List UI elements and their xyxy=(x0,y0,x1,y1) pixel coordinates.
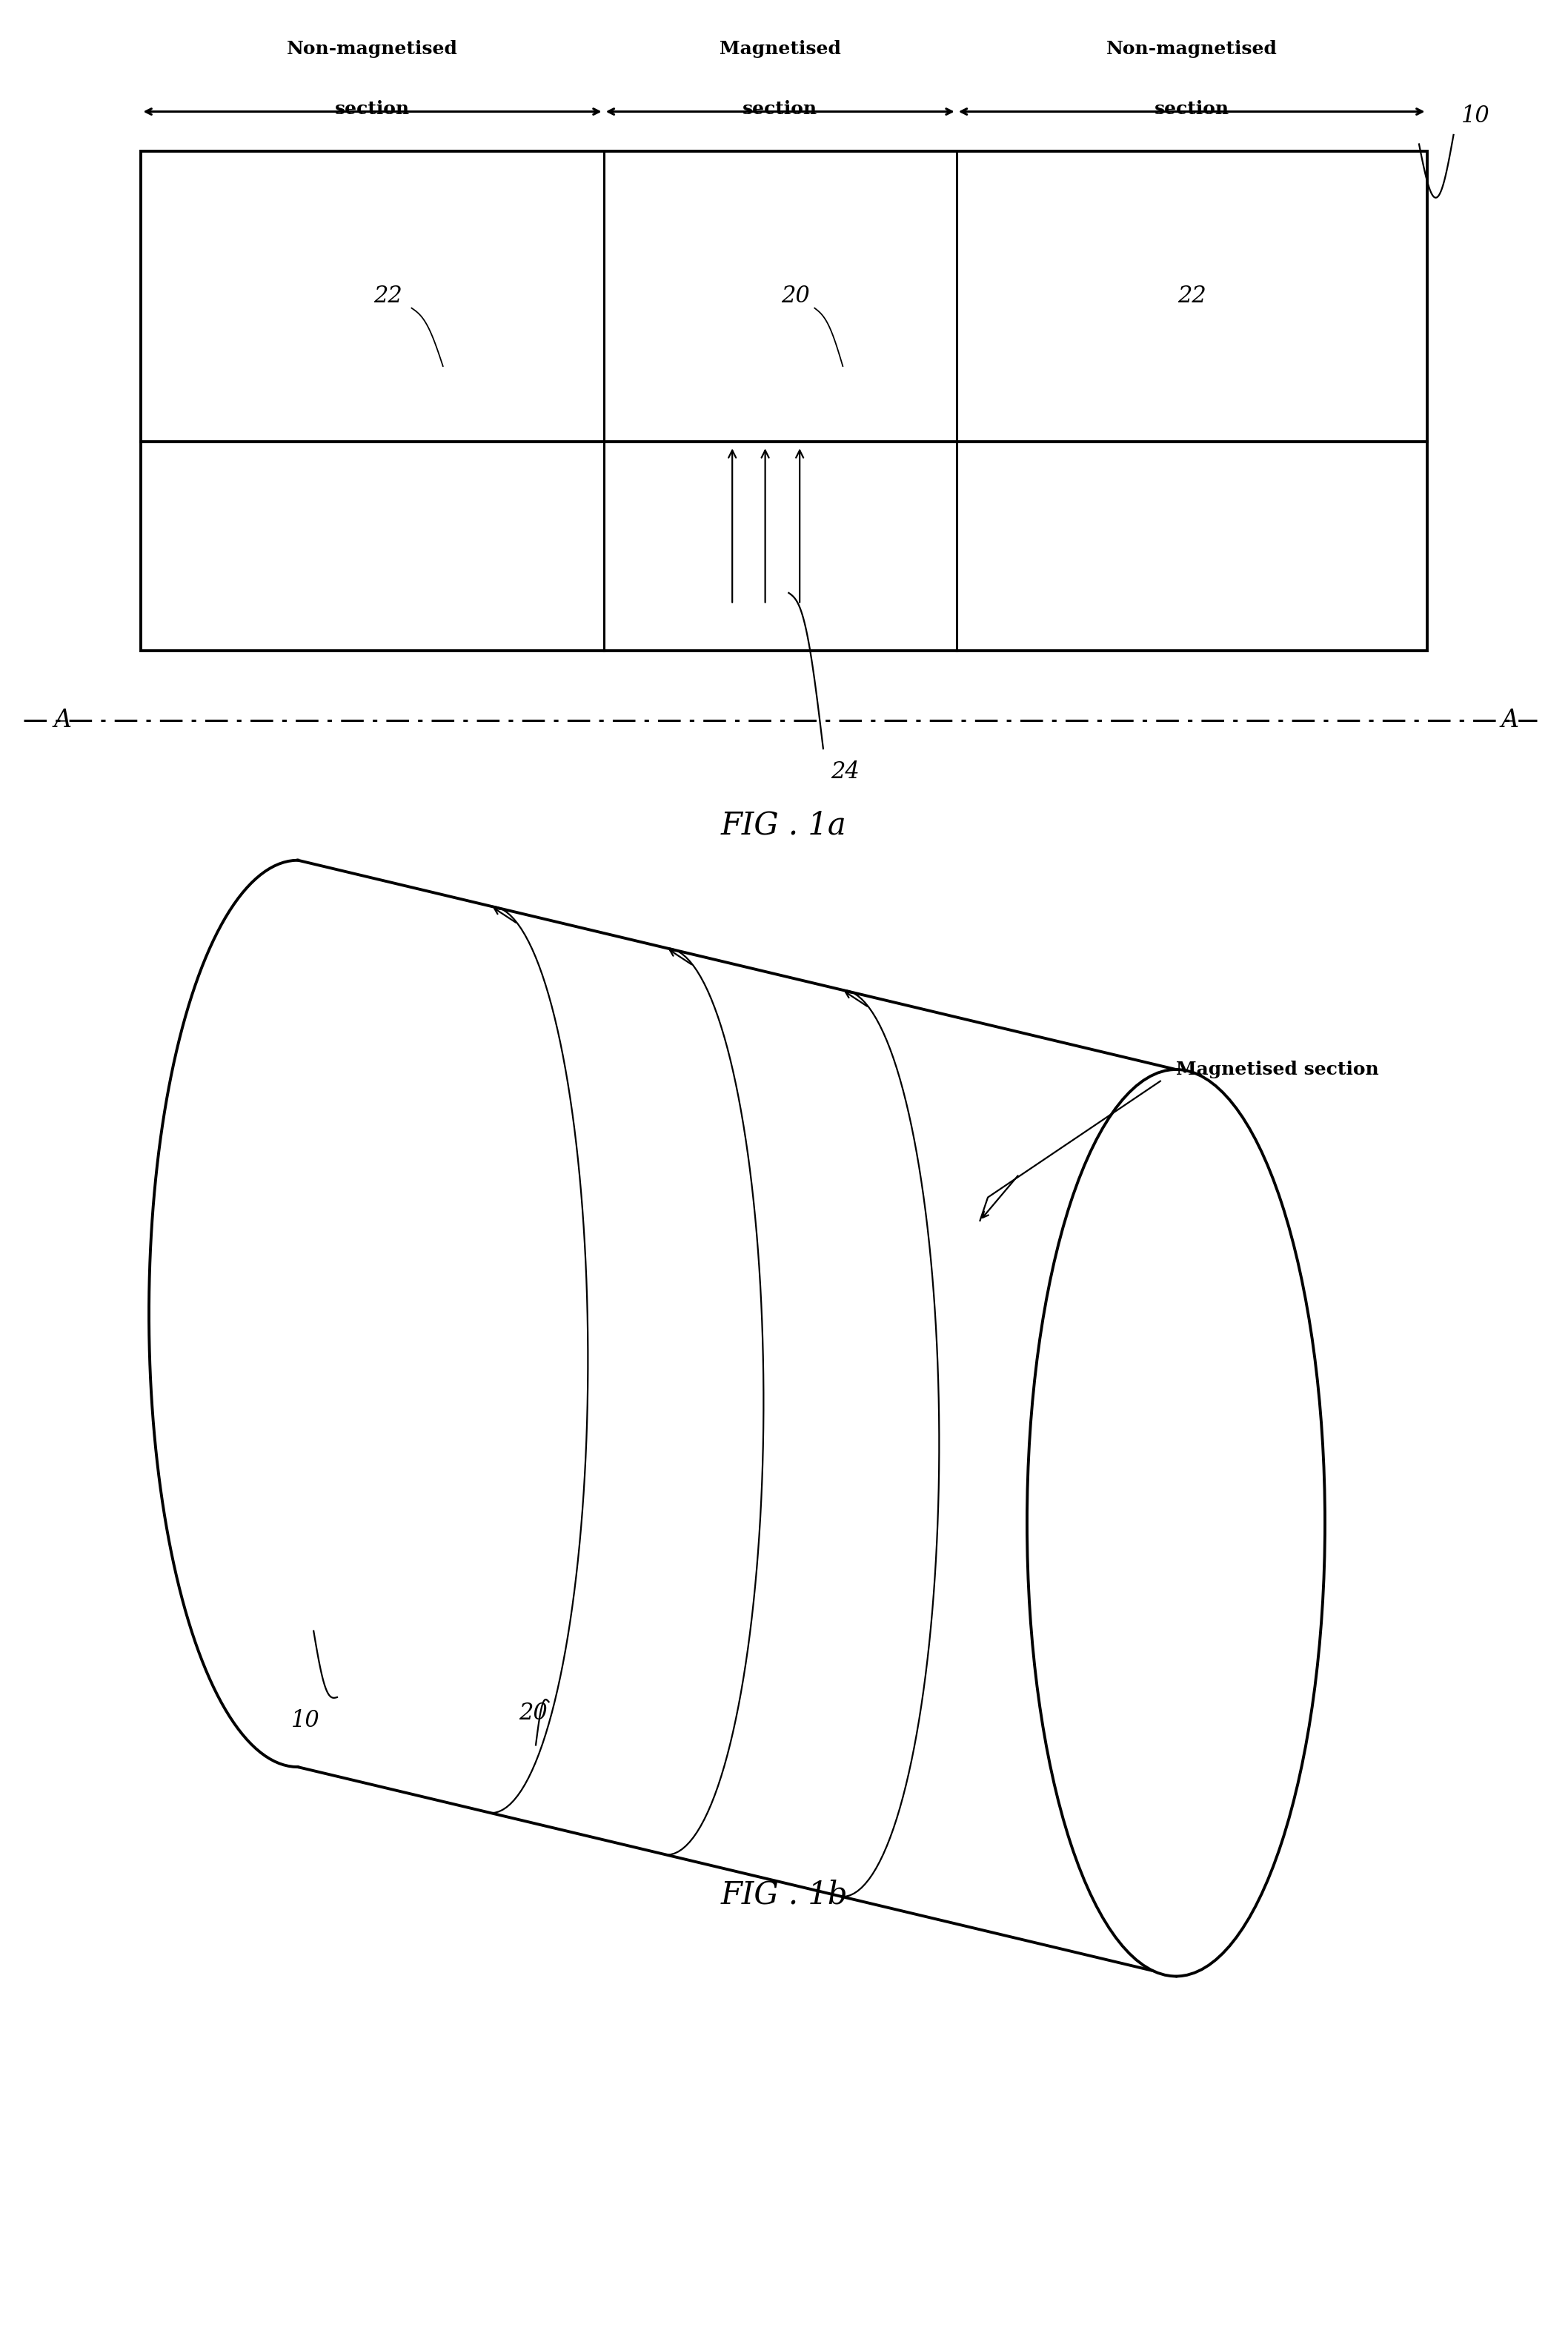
Text: 10: 10 xyxy=(292,1709,320,1732)
Text: 22: 22 xyxy=(373,286,403,307)
Text: section: section xyxy=(1154,100,1229,119)
Text: section: section xyxy=(336,100,409,119)
Text: 10: 10 xyxy=(1461,105,1490,128)
Text: Non-magnetised: Non-magnetised xyxy=(1105,40,1278,58)
Text: Magnetised section: Magnetised section xyxy=(1176,1060,1378,1079)
Text: Magnetised: Magnetised xyxy=(720,40,840,58)
Text: section: section xyxy=(743,100,817,119)
Bar xyxy=(141,442,1427,651)
Text: FIG . 1b: FIG . 1b xyxy=(720,1879,848,1911)
Text: Non-magnetised: Non-magnetised xyxy=(287,40,458,58)
Text: 20: 20 xyxy=(519,1702,547,1725)
Text: FIG . 1a: FIG . 1a xyxy=(721,809,847,842)
Text: 22: 22 xyxy=(1178,286,1206,307)
Text: 20: 20 xyxy=(781,286,811,307)
Text: A: A xyxy=(53,709,72,732)
Polygon shape xyxy=(298,860,1176,1976)
Text: 24: 24 xyxy=(831,760,859,784)
Bar xyxy=(141,151,1427,442)
Text: A: A xyxy=(1501,709,1519,732)
Ellipse shape xyxy=(1027,1070,1325,1976)
